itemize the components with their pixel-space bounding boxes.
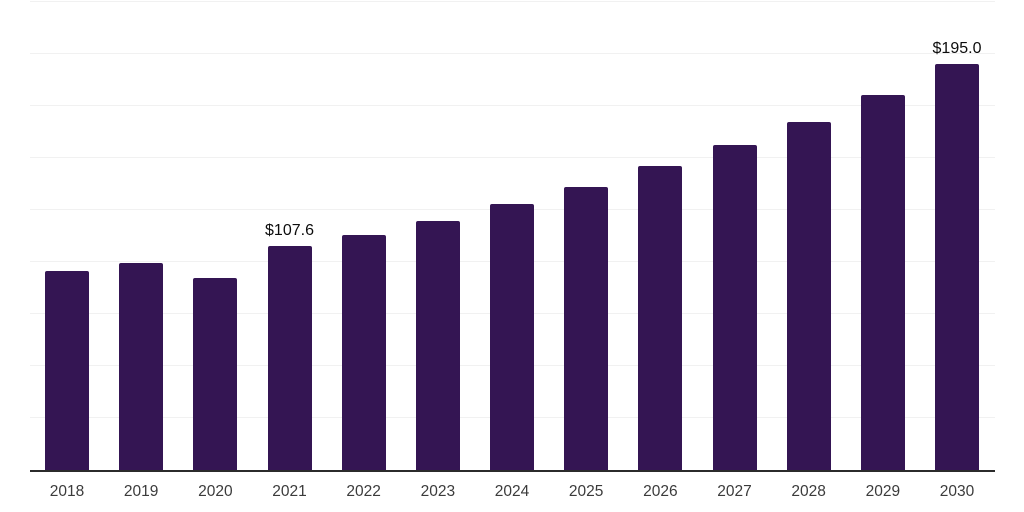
x-axis-line — [30, 470, 995, 472]
bar-2029 — [860, 94, 905, 470]
x-tick-label-2029: 2029 — [865, 483, 901, 500]
bar-2025 — [564, 187, 609, 470]
x-tick-label-2030: 2030 — [939, 483, 975, 500]
bar-2021 — [267, 246, 312, 470]
bar-2027 — [712, 145, 757, 470]
bar-2019 — [119, 263, 164, 470]
x-tick-label-2021: 2021 — [272, 483, 307, 500]
bar-2023 — [415, 221, 460, 470]
gridline — [30, 1, 995, 2]
bar-2026 — [638, 166, 683, 470]
value-label-2021: $107.6 — [265, 222, 314, 240]
x-tick-label-2023: 2023 — [420, 483, 456, 500]
x-tick-label-2020: 2020 — [198, 483, 233, 500]
value-label-2030: $195.0 — [932, 40, 982, 58]
x-tick-label-2018: 2018 — [49, 483, 85, 500]
x-tick-label-2025: 2025 — [568, 483, 604, 500]
bar-2022 — [341, 234, 386, 470]
x-tick-label-2027: 2027 — [717, 483, 752, 500]
bar-2028 — [786, 122, 831, 470]
gridline — [30, 105, 995, 106]
bar-2024 — [490, 204, 534, 470]
x-tick-label-2022: 2022 — [346, 483, 381, 500]
bar-2018 — [45, 270, 89, 470]
x-tick-label-2024: 2024 — [494, 483, 530, 500]
x-tick-label-2019: 2019 — [123, 483, 159, 500]
gridline — [30, 157, 995, 158]
gridline — [30, 53, 995, 54]
plot-area: $107.6 $195.0 2018 2019 2020 2021 2022 2023 202… — [30, 1, 995, 499]
bar-2020 — [193, 277, 238, 470]
bar-2030 — [935, 64, 979, 470]
x-tick-label-2028: 2028 — [791, 483, 826, 500]
x-tick-label-2026: 2026 — [643, 483, 678, 500]
